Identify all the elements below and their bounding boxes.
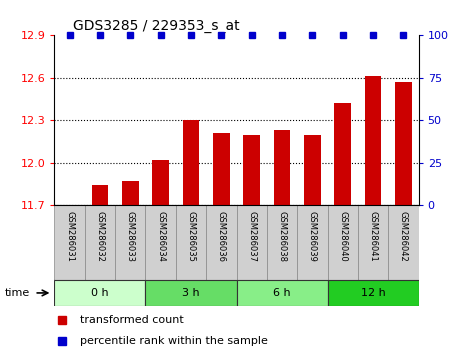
Bar [327,205,358,280]
Bar [54,205,85,280]
Bar [236,280,327,306]
Text: 0 h: 0 h [91,288,109,298]
Text: 12 h: 12 h [361,288,385,298]
Bar [146,280,236,306]
Text: GSM286042: GSM286042 [399,211,408,262]
Bar [358,205,388,280]
Bar [297,205,327,280]
Text: GSM286032: GSM286032 [96,211,105,262]
Bar [92,185,108,205]
Bar [243,135,260,205]
Bar [152,160,169,205]
Text: GSM286039: GSM286039 [308,211,317,262]
Text: GDS3285 / 229353_s_at: GDS3285 / 229353_s_at [73,19,239,33]
Text: GSM286036: GSM286036 [217,211,226,262]
Bar [267,205,297,280]
Text: percentile rank within the sample: percentile rank within the sample [80,336,268,346]
Text: 3 h: 3 h [182,288,200,298]
Bar [183,120,199,205]
Bar [365,76,381,205]
Bar [115,205,146,280]
Bar [213,133,230,205]
Text: GSM286034: GSM286034 [156,211,165,262]
Bar [334,103,351,205]
Text: time: time [5,288,30,298]
Text: transformed count: transformed count [80,315,184,325]
Bar [145,205,176,280]
Bar [327,280,419,306]
Bar [176,205,206,280]
Text: GSM286041: GSM286041 [368,211,377,262]
Bar [85,205,115,280]
Bar [236,205,267,280]
Text: GSM286040: GSM286040 [338,211,347,262]
Text: GSM286038: GSM286038 [278,211,287,262]
Bar [388,205,419,280]
Bar [395,82,412,205]
Text: GSM286035: GSM286035 [186,211,195,262]
Text: 6 h: 6 h [273,288,291,298]
Bar [304,135,321,205]
Bar [206,205,236,280]
Bar [274,130,290,205]
Bar [122,181,139,205]
Text: GSM286033: GSM286033 [126,211,135,262]
Bar [54,280,146,306]
Text: GSM286037: GSM286037 [247,211,256,262]
Text: GSM286031: GSM286031 [65,211,74,262]
